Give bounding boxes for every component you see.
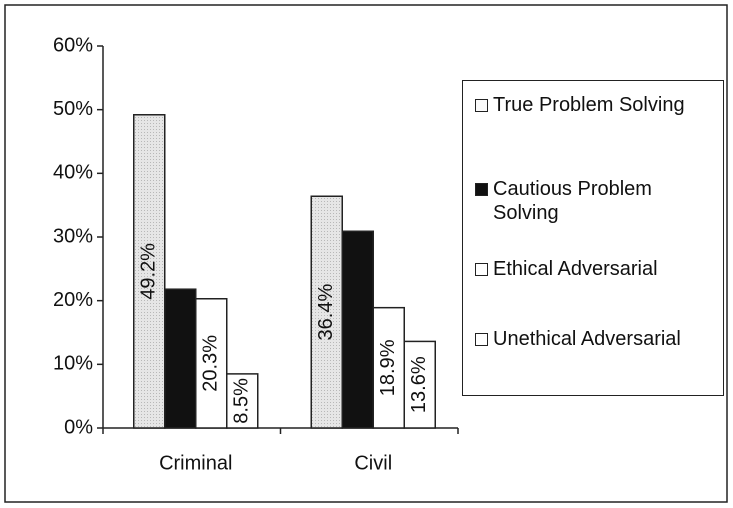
x-tick-label: Civil: [354, 452, 392, 474]
legend-label: Cautious Problem Solving: [493, 178, 652, 224]
bar: [226, 373, 259, 429]
bar: [372, 306, 405, 429]
legend-entry: Unethical Adversarial: [475, 327, 720, 351]
legend-swatch: [475, 333, 488, 346]
legend-entry: True Problem Solving: [475, 93, 720, 117]
legend: True Problem Solving Cautious Problem Sol…: [462, 80, 724, 396]
data-label: 49.2%: [138, 243, 160, 300]
y-tick-label: 40%: [53, 162, 93, 184]
legend-entry: Ethical Adversarial: [475, 257, 720, 281]
y-tick-label: 30%: [53, 225, 93, 247]
bar: [341, 230, 374, 429]
bar: [164, 288, 197, 429]
bar: [310, 195, 343, 429]
data-label: 36.4%: [315, 284, 337, 341]
bar: [195, 298, 228, 429]
legend-swatch: [475, 263, 488, 276]
legend-label: True Problem Solving: [493, 94, 685, 116]
y-tick-label: 50%: [53, 98, 93, 120]
legend-label: Unethical Adversarial: [493, 328, 681, 350]
y-tick-label: 20%: [53, 289, 93, 311]
legend-label: Ethical Adversarial: [493, 258, 658, 280]
bar: [133, 114, 166, 429]
y-tick-label: 60%: [53, 34, 93, 56]
data-label: 8.5%: [231, 378, 253, 424]
y-tick-label: 0%: [64, 416, 93, 438]
legend-swatch: [475, 183, 488, 196]
legend-entry: Cautious Problem Solving: [475, 177, 720, 225]
y-tick-label: 10%: [53, 353, 93, 375]
data-label: 18.9%: [377, 339, 399, 396]
data-label: 13.6%: [408, 356, 430, 413]
x-tick-label: Criminal: [159, 452, 232, 474]
bar: [403, 340, 436, 429]
chart-border: [4, 4, 728, 503]
legend-swatch: [475, 99, 488, 112]
data-label: 20.3%: [200, 335, 222, 392]
